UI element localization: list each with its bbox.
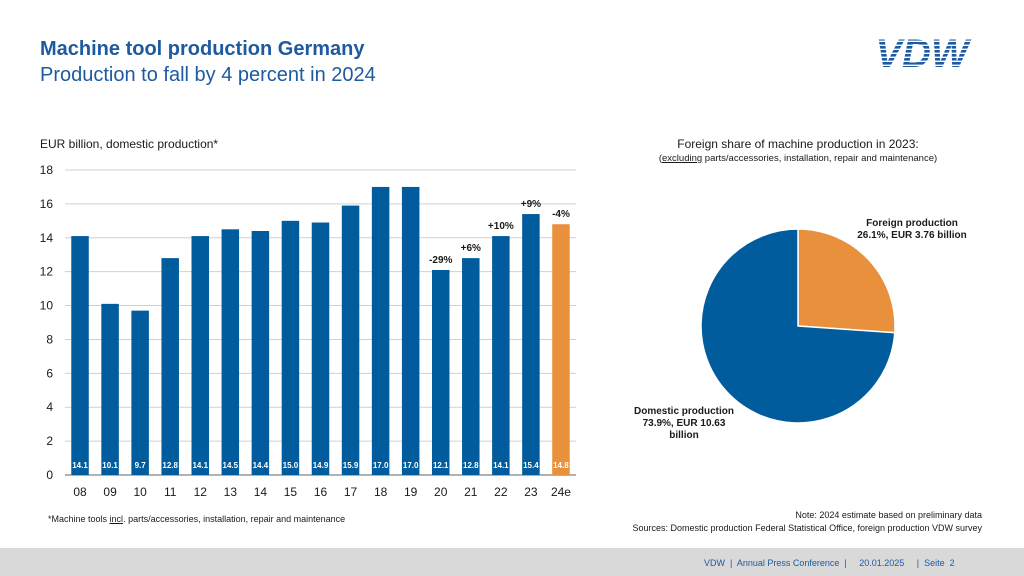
slide-subtitle: Production to fall by 4 percent in 2024 bbox=[40, 64, 376, 86]
source-note: Note: 2024 estimate based on preliminary… bbox=[632, 510, 982, 533]
x-tick-label: 13 bbox=[224, 485, 238, 499]
growth-annotation: -4% bbox=[552, 209, 570, 220]
bar-value-label: 14.8 bbox=[553, 461, 569, 470]
bar-value-label: 15.9 bbox=[343, 461, 359, 470]
bar-value-label: 17.0 bbox=[373, 461, 389, 470]
pie-chart-title: Foreign share of machine production in 2… bbox=[677, 137, 919, 151]
bar-value-label: 14.9 bbox=[313, 461, 329, 470]
x-tick-label: 11 bbox=[164, 485, 177, 499]
x-tick-label: 24e bbox=[551, 485, 571, 499]
y-tick-label: 4 bbox=[46, 400, 53, 414]
x-tick-label: 12 bbox=[194, 485, 208, 499]
growth-annotation: +6% bbox=[461, 243, 481, 254]
bar bbox=[401, 186, 420, 475]
bar-value-label: 15.4 bbox=[523, 461, 539, 470]
vdw-logo: VDW bbox=[875, 34, 972, 72]
pie-slice-foreign bbox=[797, 228, 896, 334]
bar-chart-unit-label: EUR billion, domestic production* bbox=[40, 137, 219, 151]
bar bbox=[522, 214, 540, 476]
x-tick-label: 20 bbox=[434, 485, 448, 499]
bar-value-label: 12.1 bbox=[433, 461, 449, 470]
x-tick-label: 14 bbox=[254, 485, 268, 499]
bar-value-label: 12.8 bbox=[463, 461, 479, 470]
pie-label-foreign: Foreign production 26.1%, EUR 3.76 billi… bbox=[857, 218, 967, 241]
bar bbox=[71, 236, 89, 475]
footnote: *Machine tools incl. parts/accessories, … bbox=[48, 514, 346, 524]
y-tick-label: 0 bbox=[46, 468, 53, 482]
x-tick-label: 23 bbox=[524, 485, 538, 499]
bar-value-label: 15.0 bbox=[283, 461, 299, 470]
bar bbox=[131, 310, 149, 475]
logo-text: VDW bbox=[875, 34, 972, 72]
growth-annotation: +10% bbox=[488, 221, 514, 232]
y-tick-label: 6 bbox=[46, 366, 53, 380]
x-tick-label: 16 bbox=[314, 485, 328, 499]
bar-chart: 0 2 4 6 8 10 12 14 16 18 14.1 08 10.1 09 9.7 10 12.8 11 14… bbox=[40, 163, 576, 499]
pie-slice-domestic bbox=[700, 228, 896, 424]
bar bbox=[431, 269, 450, 475]
bar-value-label: 12.8 bbox=[162, 461, 178, 470]
growth-annotation: -29% bbox=[429, 255, 452, 266]
bar-value-label: 14.1 bbox=[192, 461, 208, 470]
bar bbox=[341, 205, 360, 476]
bar-value-label: 14.1 bbox=[72, 461, 88, 470]
bar bbox=[191, 236, 210, 475]
bar bbox=[371, 186, 390, 475]
pie-chart-subtitle: (excluding parts/accessories, installati… bbox=[658, 153, 938, 164]
pie-label-domestic: Domestic production 73.9%, EUR 10.63 bil… bbox=[633, 406, 734, 441]
bar-value-label: 14.5 bbox=[223, 461, 239, 470]
bar bbox=[311, 222, 330, 475]
bar-value-label: 14.1 bbox=[493, 461, 509, 470]
x-tick-label: 08 bbox=[73, 485, 87, 499]
y-tick-label: 18 bbox=[40, 163, 54, 177]
y-tick-label: 8 bbox=[46, 332, 53, 346]
y-tick-label: 10 bbox=[40, 299, 54, 313]
y-tick-label: 14 bbox=[40, 231, 54, 245]
y-tick-label: 16 bbox=[40, 197, 54, 211]
x-tick-label: 22 bbox=[494, 485, 508, 499]
bar bbox=[221, 229, 240, 475]
bar bbox=[101, 303, 119, 475]
x-tick-label: 21 bbox=[464, 485, 478, 499]
footer-bar bbox=[0, 548, 1024, 576]
bar bbox=[462, 258, 480, 475]
slide-title: Machine tool production Germany bbox=[40, 38, 365, 60]
bar bbox=[281, 220, 300, 475]
bar-value-label: 14.4 bbox=[253, 461, 269, 470]
y-tick-label: 2 bbox=[46, 434, 53, 448]
x-tick-label: 15 bbox=[284, 485, 298, 499]
bar-value-label: 9.7 bbox=[135, 461, 147, 470]
x-tick-label: 17 bbox=[344, 485, 358, 499]
footer-text: VDW | Annual Press Conference | 20.01.20… bbox=[704, 558, 955, 568]
pie-chart bbox=[700, 228, 896, 424]
y-tick-label: 12 bbox=[40, 265, 54, 279]
x-tick-label: 19 bbox=[404, 485, 418, 499]
x-tick-label: 18 bbox=[374, 485, 388, 499]
growth-annotation: +9% bbox=[521, 199, 541, 210]
x-tick-label: 10 bbox=[133, 485, 147, 499]
x-tick-label: 09 bbox=[103, 485, 117, 499]
bar bbox=[161, 258, 179, 475]
bar bbox=[552, 224, 570, 475]
bar-value-label: 17.0 bbox=[403, 461, 419, 470]
bar bbox=[251, 231, 270, 475]
bar bbox=[492, 236, 510, 475]
bar-value-label: 10.1 bbox=[102, 461, 118, 470]
